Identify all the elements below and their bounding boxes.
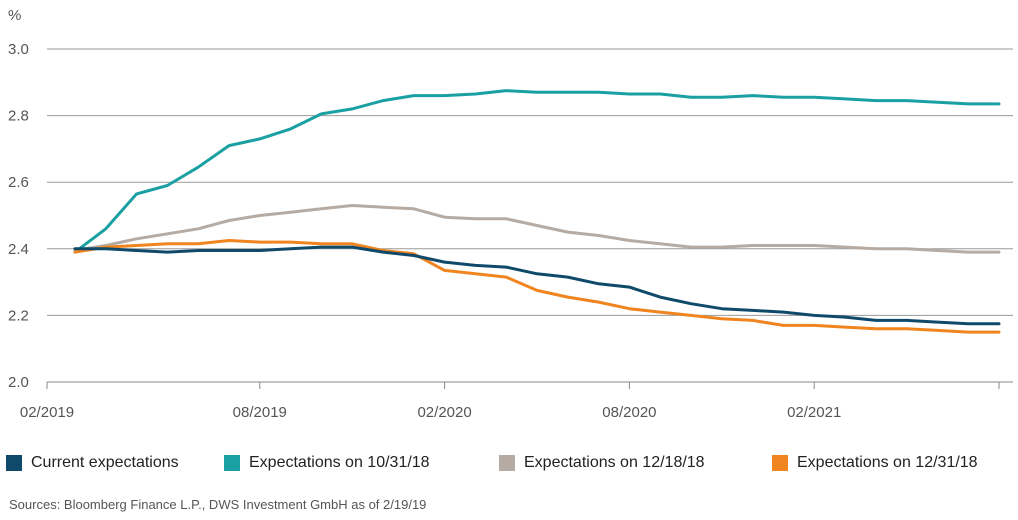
x-axis: 02/2019 08/2019 02/2020 08/2020 02/2021 bbox=[20, 381, 1013, 421]
legend-swatch bbox=[224, 455, 240, 471]
legend-swatch bbox=[499, 455, 515, 471]
legend: Current expectations Expectations on 10/… bbox=[6, 454, 1012, 478]
legend-item-current-expectations[interactable]: Current expectations bbox=[6, 454, 179, 472]
legend-item-expectations-12-31-18[interactable]: Expectations on 12/31/18 bbox=[772, 454, 978, 472]
legend-item-expectations-10-31-18[interactable]: Expectations on 10/31/18 bbox=[224, 454, 430, 472]
x-tick-label: 02/2019 bbox=[20, 404, 74, 421]
series-line-expectations-on-12-31-18 bbox=[73, 239, 1001, 334]
series-layer bbox=[73, 89, 1001, 334]
y-tick-label: 2.4 bbox=[8, 241, 29, 258]
y-tick-label: 2.0 bbox=[8, 374, 29, 391]
y-tick-label: 2.2 bbox=[8, 307, 29, 324]
series-line-expectations-on-12-18-18 bbox=[73, 204, 1001, 254]
x-tick-label: 02/2021 bbox=[787, 404, 841, 421]
y-axis: 2.0 2.2 2.4 2.6 2.8 3.0 bbox=[8, 41, 29, 391]
grid-lines bbox=[47, 48, 1013, 316]
source-note: Sources: Bloomberg Finance L.P., DWS Inv… bbox=[9, 497, 427, 512]
legend-item-expectations-12-18-18[interactable]: Expectations on 12/18/18 bbox=[499, 454, 705, 472]
x-tick-label: 02/2020 bbox=[417, 404, 471, 421]
y-tick-label: 3.0 bbox=[8, 41, 29, 58]
legend-label: Expectations on 10/31/18 bbox=[249, 454, 430, 471]
legend-label: Expectations on 12/31/18 bbox=[797, 454, 978, 471]
y-unit-label: % bbox=[8, 7, 21, 24]
legend-swatch bbox=[772, 455, 788, 471]
x-tick-label: 08/2020 bbox=[602, 404, 656, 421]
y-tick-label: 2.6 bbox=[8, 174, 29, 191]
series-line-expectations-on-10-31-18 bbox=[73, 89, 1001, 254]
line-chart: 2.0 2.2 2.4 2.6 2.8 3.0 02/2019 08/2019 02/2020… bbox=[8, 7, 1013, 421]
y-tick-label: 2.8 bbox=[8, 108, 29, 125]
legend-label: Current expectations bbox=[31, 454, 179, 471]
x-tick-label: 08/2019 bbox=[233, 404, 287, 421]
legend-label: Expectations on 12/18/18 bbox=[524, 454, 705, 471]
series-line-current-expectations bbox=[73, 245, 1001, 326]
legend-swatch bbox=[6, 455, 22, 471]
